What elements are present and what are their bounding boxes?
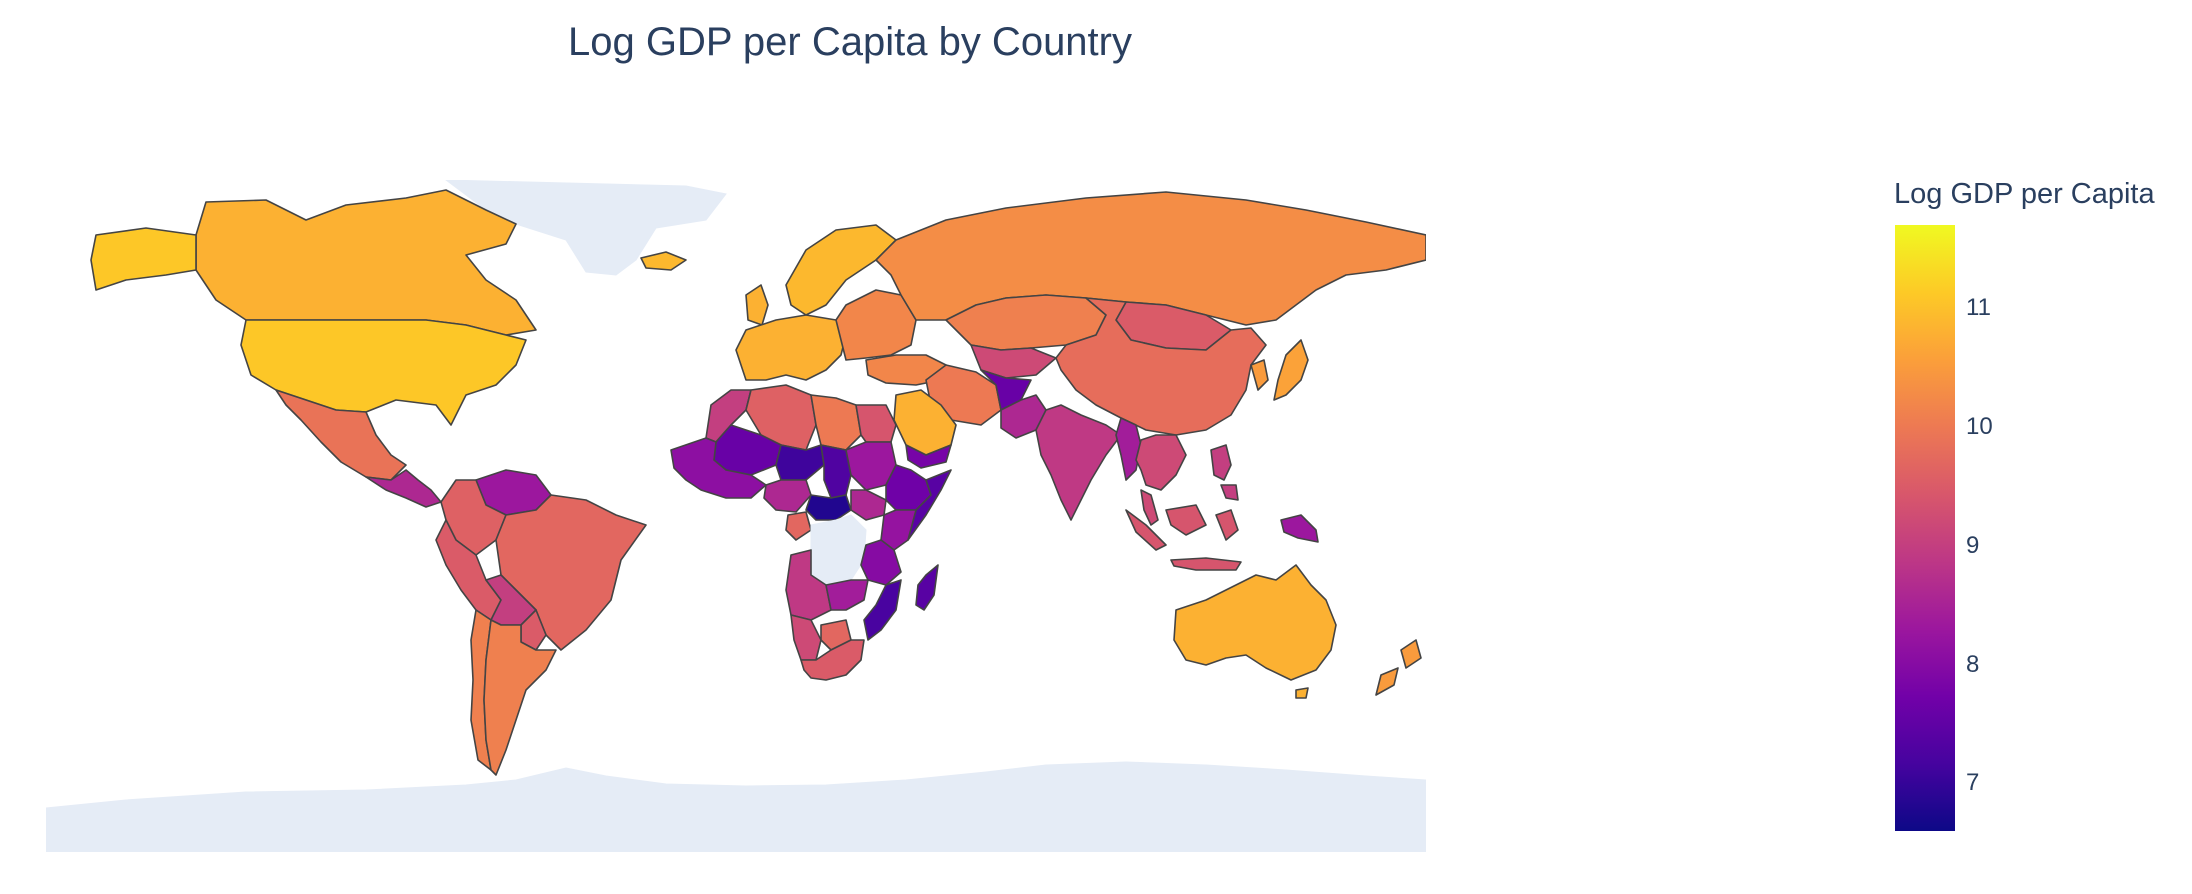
region-china[interactable] <box>1055 297 1267 436</box>
region-zambia[interactable] <box>825 579 869 611</box>
region-canada[interactable] <box>195 189 537 336</box>
region-iceland[interactable] <box>640 251 687 271</box>
region-australia[interactable] <box>1173 564 1337 681</box>
region-alaska[interactable] <box>90 227 197 291</box>
chart-title: Log GDP per Capita by Country <box>567 20 1132 64</box>
region-mexico[interactable] <box>275 389 407 481</box>
region-india[interactable] <box>1035 404 1122 521</box>
region-uk[interactable] <box>745 284 769 326</box>
region-philippines[interactable] <box>1210 444 1239 501</box>
region-tanzania[interactable] <box>860 539 902 586</box>
colorbar-tick-label: 7 <box>1966 769 1980 797</box>
region-yemen[interactable] <box>905 444 952 469</box>
region-south-sudan[interactable] <box>850 489 887 521</box>
region-myanmar[interactable] <box>1115 417 1142 481</box>
region-southeast-asia[interactable] <box>1135 434 1187 491</box>
colorbar-gradient <box>1895 225 1955 831</box>
region-central-america[interactable] <box>365 469 442 508</box>
region-tasmania[interactable] <box>1295 687 1309 699</box>
region-egypt[interactable] <box>855 404 897 443</box>
region-new-zealand[interactable] <box>1375 639 1422 696</box>
colorbar-tick-label: 10 <box>1966 413 1993 440</box>
choropleth-map[interactable] <box>46 180 1426 852</box>
region-car[interactable] <box>805 494 852 521</box>
region-indonesia[interactable] <box>1125 504 1242 571</box>
region-gabon[interactable] <box>785 511 812 541</box>
region-congo[interactable] <box>810 514 867 586</box>
colorbar-tick-label: 9 <box>1966 531 1980 559</box>
region-niger[interactable] <box>775 444 825 481</box>
region-nigeria[interactable] <box>763 479 812 513</box>
colorbar-tick-label: 8 <box>1966 650 1980 678</box>
region-madagascar[interactable] <box>915 564 939 611</box>
region-western-europe[interactable] <box>735 314 847 381</box>
region-libya[interactable] <box>810 394 862 451</box>
region-korea[interactable] <box>1250 359 1269 391</box>
region-eastern-europe[interactable] <box>835 289 917 361</box>
region-japan[interactable] <box>1273 339 1309 401</box>
colorbar-tick-label: 11 <box>1966 294 1991 322</box>
colorbar-title: Log GDP per Capita <box>1894 178 2155 210</box>
region-mozambique[interactable] <box>863 579 902 641</box>
region-papua-new-guinea[interactable] <box>1280 514 1319 543</box>
region-south-africa[interactable] <box>800 639 865 681</box>
region-namibia[interactable] <box>790 614 822 661</box>
region-united-states[interactable] <box>240 319 527 426</box>
region-antarctica[interactable] <box>46 761 1426 852</box>
region-malay-peninsula[interactable] <box>1140 489 1159 526</box>
region-argentina[interactable] <box>483 619 557 776</box>
